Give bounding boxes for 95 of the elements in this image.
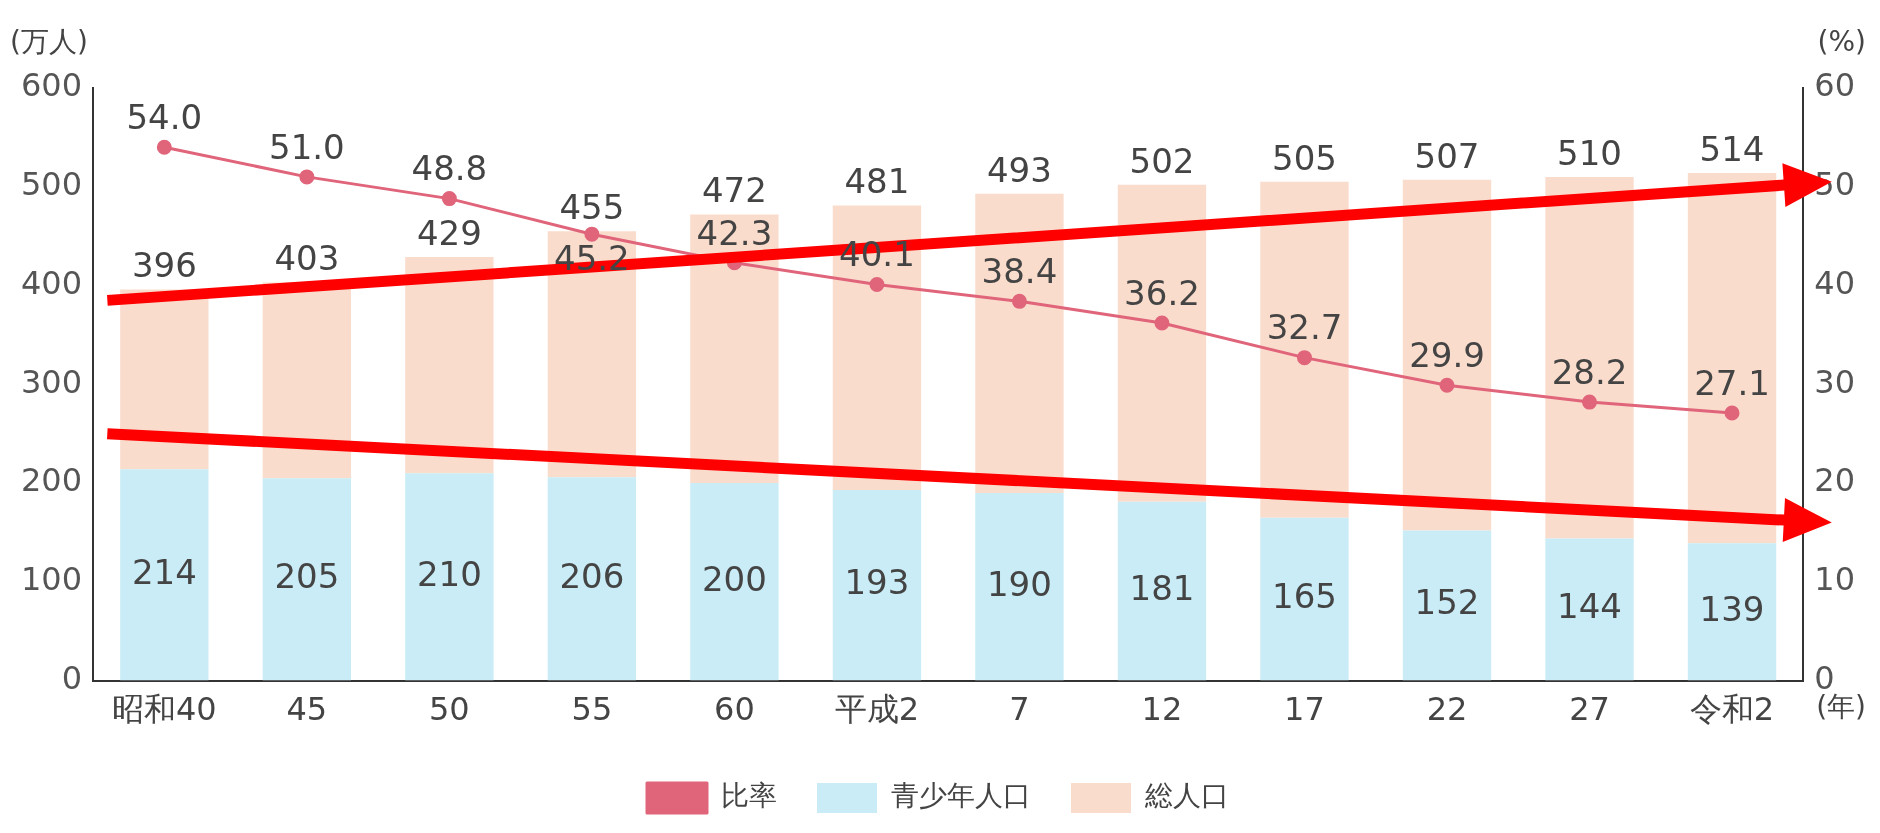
point <box>1582 394 1598 410</box>
data-label: 36.2 <box>1124 272 1200 313</box>
x-tick-label: 22 <box>1426 690 1468 729</box>
data-label: 181 <box>1129 568 1195 609</box>
point <box>156 139 172 155</box>
y2-tick-label: 20 <box>1814 461 1855 500</box>
data-label: 205 <box>274 556 340 597</box>
total-label: 481 <box>844 161 910 202</box>
total-label: 505 <box>1272 137 1337 178</box>
point <box>1011 293 1027 309</box>
x-tick-label: 昭和40 <box>111 690 217 729</box>
data-label: 165 <box>1272 575 1337 616</box>
bar <box>832 489 922 681</box>
total-label: 514 <box>1699 128 1765 169</box>
point <box>869 277 885 293</box>
y-tick-label: 0 <box>61 658 83 697</box>
data-label: 29.9 <box>1409 335 1485 376</box>
y2-tick-label: 60 <box>1814 66 1855 105</box>
y2-tick-label: 30 <box>1814 362 1855 401</box>
bar <box>975 193 1064 493</box>
bar <box>405 473 494 681</box>
x-tick-label: 27 <box>1569 690 1610 729</box>
data-label: 32.7 <box>1266 307 1343 348</box>
x-tick-label: 55 <box>571 690 613 729</box>
data-label: 190 <box>986 563 1052 604</box>
x-tick-label: 50 <box>429 690 470 729</box>
data-label: 193 <box>844 562 910 603</box>
legend-label: 比率 <box>721 779 777 813</box>
x-tick-label: 45 <box>286 690 328 729</box>
bar <box>690 483 779 681</box>
bar <box>547 477 637 681</box>
y-tick-label: 400 <box>21 263 83 302</box>
point <box>1154 315 1170 331</box>
point <box>299 169 315 185</box>
data-label: 200 <box>701 558 767 599</box>
point <box>1724 405 1740 421</box>
bar <box>1402 530 1492 681</box>
legend-label: 総人口 <box>1144 779 1229 813</box>
bar <box>1260 181 1349 518</box>
point <box>584 226 600 242</box>
data-label: 42.3 <box>696 212 773 253</box>
point <box>1439 377 1455 393</box>
x-tick-label: 平成2 <box>834 690 920 729</box>
total-label: 472 <box>701 170 767 211</box>
y-tick-label: 500 <box>21 165 83 204</box>
data-label: 206 <box>559 555 625 596</box>
bar <box>690 214 779 484</box>
bar <box>262 478 352 681</box>
y2-tick-label: 40 <box>1814 263 1855 302</box>
point <box>1296 350 1312 366</box>
bar <box>1545 538 1634 681</box>
bar <box>1117 184 1207 502</box>
total-label: 455 <box>559 187 625 228</box>
legend-label: 青少年人口 <box>891 779 1031 813</box>
bar <box>1402 179 1492 531</box>
bar <box>1260 517 1349 681</box>
bar <box>832 205 922 490</box>
bar <box>1545 176 1634 539</box>
y-tick-label: 200 <box>21 461 83 500</box>
total-label: 493 <box>986 149 1052 190</box>
y2-tick-label: 10 <box>1814 560 1855 599</box>
bar <box>1687 172 1777 544</box>
x-tick-label: 60 <box>714 690 755 729</box>
data-label: 27.1 <box>1694 362 1770 403</box>
x-tick-label: 7 <box>1009 690 1030 729</box>
x-tick-label: 令和2 <box>1689 690 1775 729</box>
y2-axis-title: (%) <box>1817 25 1866 59</box>
total-label: 429 <box>416 212 482 253</box>
bar <box>1687 543 1777 681</box>
data-label: 210 <box>416 553 482 594</box>
total-label: 510 <box>1557 132 1622 173</box>
y-tick-label: 300 <box>21 362 83 401</box>
total-label: 403 <box>274 238 340 279</box>
y-tick-label: 600 <box>21 66 83 105</box>
data-label: 54.0 <box>126 97 203 138</box>
data-label: 214 <box>131 551 197 592</box>
total-label: 396 <box>131 245 197 286</box>
total-label: 507 <box>1414 135 1480 176</box>
point <box>441 191 457 207</box>
bar <box>120 469 209 681</box>
bar <box>975 492 1064 681</box>
y-tick-label: 100 <box>21 560 83 599</box>
bar <box>405 256 494 474</box>
data-label: 51.0 <box>269 126 345 167</box>
x-tick-label: 17 <box>1284 690 1325 729</box>
total-label: 502 <box>1129 140 1195 181</box>
data-label: 139 <box>1699 588 1765 629</box>
x-tick-label: 12 <box>1141 690 1183 729</box>
data-label: 38.4 <box>981 251 1058 292</box>
data-label: 48.8 <box>411 148 488 189</box>
data-label: 144 <box>1557 586 1622 627</box>
data-label: 28.2 <box>1551 351 1628 392</box>
data-label: 152 <box>1414 582 1480 623</box>
bar <box>1117 501 1207 681</box>
y-axis-title: (万人) <box>10 25 88 59</box>
